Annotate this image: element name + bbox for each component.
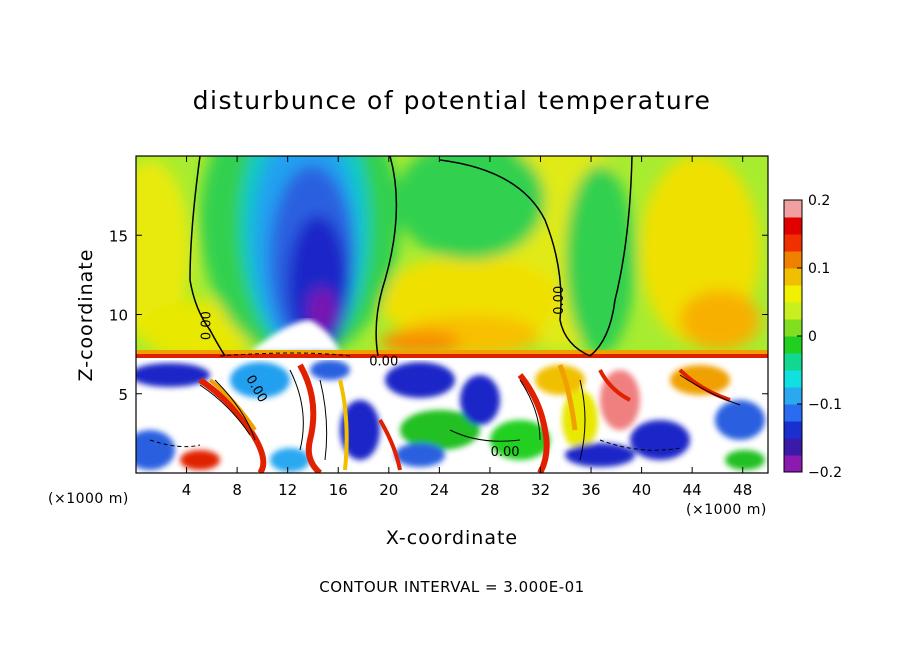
- y-axis: 5 10 15: [109, 227, 768, 404]
- x-tick-label: 32: [531, 481, 550, 499]
- colorbar-swatch: [784, 285, 802, 303]
- x-axis-label: X-coordinate: [385, 527, 519, 549]
- colorbar-swatch: [784, 387, 802, 405]
- colorbar-tick-label: −0.1: [808, 397, 842, 413]
- x-tick-label: 24: [430, 481, 449, 499]
- x-tick-label: 12: [278, 481, 297, 499]
- contour-label: 0.00: [199, 311, 214, 340]
- colorbar-tick-label: 0: [808, 329, 817, 345]
- x-tick-label: 4: [182, 481, 192, 499]
- upper-field: [136, 156, 768, 358]
- x-unit-right: (×1000 m): [686, 502, 767, 518]
- colorbar-swatch: [784, 319, 802, 337]
- colorbar-swatch: [784, 268, 802, 286]
- colorbar-swatch: [784, 200, 802, 218]
- contour-label: 0.00: [491, 445, 520, 460]
- x-tick-label: 20: [379, 481, 398, 499]
- x-tick-label: 8: [232, 481, 242, 499]
- x-axis: 4 8 12 16 20 24 28 32 36 40 44 48: [182, 156, 752, 499]
- x-unit-left: (×1000 m): [48, 491, 129, 507]
- contour-label: 0.00: [552, 286, 567, 315]
- y-tick-label: 5: [118, 386, 128, 404]
- colorbar-swatch: [784, 251, 802, 269]
- y-axis-label: Z-coordinate: [75, 249, 97, 382]
- colorbar-swatch: [784, 353, 802, 371]
- colorbar-swatch: [784, 336, 802, 354]
- colorbar-swatch: [784, 370, 802, 388]
- chart-title: disturbunce of potential temperature: [192, 86, 712, 115]
- colorbar: 0.2 0.1 0 −0.1 −0.2: [783, 193, 842, 481]
- colorbar-swatch: [784, 421, 802, 439]
- colorbar-swatch: [784, 455, 802, 473]
- x-tick-label: 40: [632, 481, 651, 499]
- x-tick-label: 36: [581, 481, 600, 499]
- x-tick-label: 16: [329, 481, 348, 499]
- colorbar-tick-label: −0.2: [808, 465, 842, 481]
- x-tick-label: 28: [480, 481, 499, 499]
- contour-interval-note: CONTOUR INTERVAL = 3.000E-01: [319, 578, 585, 596]
- x-tick-label: 44: [683, 481, 702, 499]
- colorbar-swatch: [784, 302, 802, 320]
- colorbar-tick-label: 0.2: [808, 193, 830, 209]
- colorbar-swatch: [784, 404, 802, 422]
- contour-label: 0.00: [369, 355, 398, 370]
- y-tick-label: 15: [109, 227, 128, 245]
- colorbar-swatch: [784, 438, 802, 456]
- y-tick-label: 10: [109, 307, 128, 325]
- colorbar-swatch: [784, 217, 802, 235]
- x-tick-label: 48: [733, 481, 752, 499]
- colorbar-swatch: [784, 234, 802, 252]
- colorbar-tick-label: 0.1: [808, 261, 830, 277]
- lower-field: [136, 360, 768, 473]
